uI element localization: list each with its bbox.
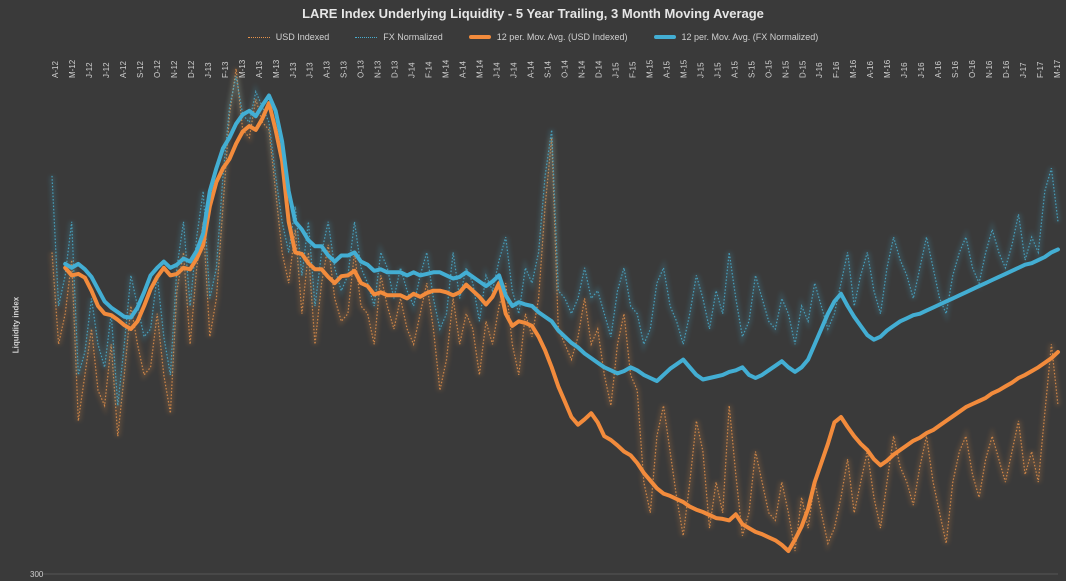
x-tick-label: J-13: [306, 62, 315, 78]
x-tick-label: N-12: [170, 60, 179, 78]
x-tick-label: M-14: [476, 59, 485, 78]
x-tick-label: A-12: [119, 61, 128, 78]
x-tick-label: M-12: [68, 59, 77, 78]
x-tick-label: J-14: [493, 62, 502, 78]
legend-label-fx-moving-average: 12 per. Mov. Avg. (FX Normalized): [681, 32, 819, 42]
x-tick-label: N-13: [374, 60, 383, 78]
x-tick-label: A-13: [255, 61, 264, 78]
x-tick-label: J-16: [900, 62, 909, 78]
x-tick-label: O-12: [153, 60, 162, 78]
legend: USD Indexed FX Normalized 12 per. Mov. A…: [0, 32, 1066, 42]
x-tick-label: J-14: [408, 62, 417, 78]
x-tick-label: M-14: [442, 59, 451, 78]
x-tick-label: S-15: [747, 61, 756, 78]
x-tick-label: M-16: [849, 59, 858, 78]
x-tick-label: A-14: [459, 61, 468, 78]
x-tick-label: M-16: [883, 59, 892, 78]
x-tick-label: J-13: [289, 62, 298, 78]
x-tick-label: N-16: [985, 60, 994, 78]
legend-item-fx-normalized[interactable]: FX Normalized: [355, 32, 443, 42]
x-tick-label: J-14: [510, 62, 519, 78]
x-tick-label: D-12: [187, 60, 196, 78]
x-tick-label: D-16: [1002, 60, 1011, 78]
x-tick-label: S-16: [951, 61, 960, 78]
x-tick-label: D-14: [595, 60, 604, 78]
x-tick-label: A-15: [730, 61, 739, 78]
legend-label-fx-normalized: FX Normalized: [383, 32, 443, 42]
x-tick-label: J-17: [1019, 62, 1028, 78]
legend-swatch-usd-indexed: [247, 36, 270, 38]
x-tick-label: A-15: [662, 61, 671, 78]
x-tick-label: J-12: [102, 62, 111, 78]
series-glow-usd-indexed: [49, 68, 1061, 552]
x-tick-label: F-17: [1036, 61, 1045, 78]
x-tick-label: F-15: [628, 61, 637, 78]
series-line-12-per-mov-avg-usd-indexed: [63, 101, 1060, 553]
x-tick-label: J-13: [204, 62, 213, 78]
legend-swatch-fx-normalized: [355, 36, 378, 38]
legend-swatch-usd-moving-average: [468, 35, 491, 39]
series-line-fx-normalized: [51, 76, 1059, 406]
x-tick-label: N-15: [781, 60, 790, 78]
legend-label-usd-indexed: USD Indexed: [275, 32, 330, 42]
legend-swatch-fx-moving-average: [653, 35, 676, 39]
legend-item-fx-moving-average[interactable]: 12 per. Mov. Avg. (FX Normalized): [653, 32, 819, 42]
x-tick-label: F-14: [425, 61, 434, 78]
x-tick-label: D-13: [391, 60, 400, 78]
y-tick-label: 300: [30, 570, 44, 579]
x-tick-label: N-14: [578, 60, 587, 78]
legend-item-usd-indexed[interactable]: USD Indexed: [247, 32, 330, 42]
series-line-12-per-mov-avg-fx-normalized: [63, 93, 1060, 384]
legend-label-usd-moving-average: 12 per. Mov. Avg. (USD Indexed): [496, 32, 628, 42]
x-tick-label: J-16: [917, 62, 926, 78]
x-tick-label: J-16: [815, 62, 824, 78]
x-tick-label: D-15: [798, 60, 807, 78]
x-tick-label: M-13: [238, 59, 247, 78]
x-tick-label: A-16: [866, 61, 875, 78]
x-tick-label: M-15: [679, 59, 688, 78]
x-tick-label: S-12: [136, 61, 145, 78]
x-tick-label: A-13: [323, 61, 332, 78]
x-tick-label: F-13: [221, 61, 230, 78]
x-tick-label: J-15: [713, 62, 722, 78]
x-tick-label: A-12: [51, 61, 60, 78]
x-tick-label: J-15: [696, 62, 705, 78]
x-tick-label: O-13: [357, 60, 366, 78]
x-tick-label: O-15: [764, 60, 773, 78]
x-tick-label: J-15: [611, 62, 620, 78]
x-tick-label: M-13: [272, 59, 281, 78]
chart-title: LARE Index Underlying Liquidity - 5 Year…: [302, 6, 764, 21]
x-tick-label: S-13: [340, 61, 349, 78]
legend-item-usd-moving-average[interactable]: 12 per. Mov. Avg. (USD Indexed): [468, 32, 628, 42]
x-tick-label: J-12: [85, 62, 94, 78]
x-tick-label: M-15: [645, 59, 654, 78]
x-tick-label: A-16: [934, 61, 943, 78]
x-tick-label: A-14: [527, 61, 536, 78]
x-tick-label: S-14: [544, 61, 553, 78]
x-tick-label: O-16: [968, 60, 977, 78]
x-tick-label: M-17: [1053, 59, 1062, 78]
x-tick-label: F-16: [832, 61, 841, 78]
x-tick-label: O-14: [561, 60, 570, 78]
